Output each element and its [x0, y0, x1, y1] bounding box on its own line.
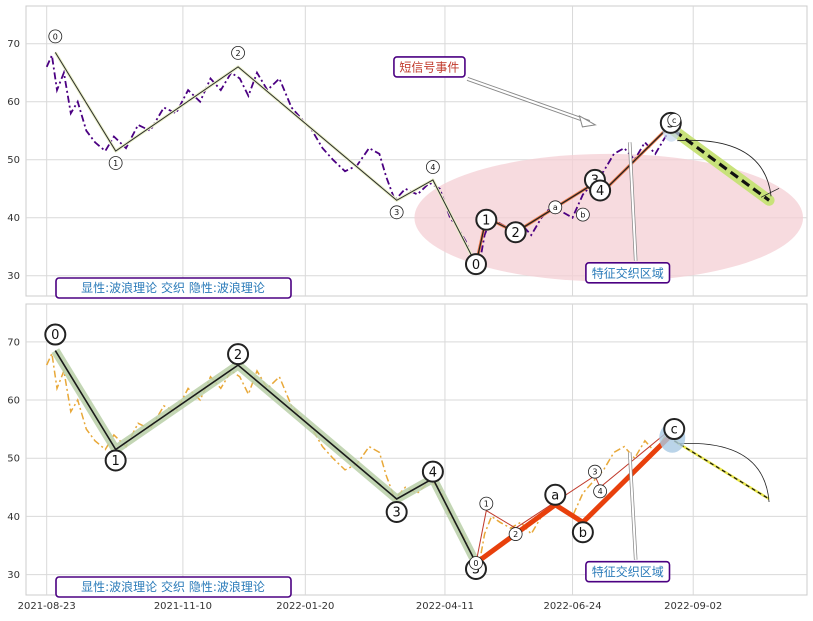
forecast-arc-arrow [677, 443, 770, 503]
sub-wave-point-label: 3 [592, 468, 597, 477]
wave-point-marker [231, 46, 245, 60]
sub-wave-point-label: 2 [513, 530, 518, 539]
wave-point-marker [421, 460, 444, 483]
abc-point-label: b [580, 210, 585, 219]
abc-point-marker [575, 207, 590, 222]
legend-text: 显性:波浪理论 交织 隐性:波浪理论 [81, 280, 265, 295]
chart-panel-1: 3040506070012345012345abc短信号事件特征交织区域显性:波… [7, 5, 808, 299]
forecast-arc-arrow [677, 139, 772, 197]
forecast-line [673, 129, 771, 202]
wave-point-marker [389, 205, 404, 220]
wave-point-label: 2 [236, 49, 241, 58]
legend-box [55, 576, 292, 598]
y-tick-label: 50 [7, 155, 20, 166]
wave-point-marker [108, 156, 123, 170]
sub-wave-point-marker [593, 484, 608, 499]
wave-point-marker [227, 343, 250, 366]
zone-annotation-text: 特征交织区域 [592, 265, 664, 280]
y-tick-label: 60 [7, 396, 20, 407]
abc-point-marker [544, 483, 567, 506]
abc-point-label: c [671, 423, 678, 438]
sub-wave-point-marker [475, 208, 498, 231]
legend-box [55, 277, 292, 299]
sub-wave-point-label: 4 [598, 487, 603, 496]
event-annotation-box [393, 56, 466, 78]
zone-arrow [628, 142, 637, 261]
sub-wave-point-marker [479, 496, 494, 511]
y-tick-label: 70 [7, 39, 20, 50]
sub-wave-point-marker [464, 253, 487, 276]
y-tick-label: 40 [7, 213, 20, 224]
sub-wave-point-label: 0 [473, 559, 478, 568]
wave-point-marker [48, 29, 63, 44]
y-tick-label: 60 [7, 97, 20, 108]
forecast-tick-mark [760, 187, 780, 198]
zone-annotation-box [585, 261, 671, 284]
forecast-line [673, 440, 770, 500]
zone-annotation-text: 特征交织区域 [592, 564, 664, 579]
price-series-line [46, 350, 684, 565]
zone-arrow [628, 452, 637, 560]
wave-point-label: 0 [51, 328, 59, 343]
x-tick-label: 2022-01-20 [276, 601, 334, 612]
x-tick-label: 2022-09-02 [664, 601, 722, 612]
wave-point-label: 0 [53, 32, 58, 41]
sub-wave-point-label: 0 [472, 258, 480, 273]
wave-point-label: 3 [394, 208, 399, 217]
wave-line [54, 350, 477, 564]
abc-point-label: b [579, 526, 587, 541]
wave-point-marker [44, 323, 67, 346]
sub-wave-point-marker [508, 527, 523, 541]
wave-line [54, 52, 477, 265]
x-tick-label: 2022-04-11 [416, 601, 474, 612]
sub-wave-point-marker [588, 464, 602, 479]
wave-point-label: 4 [429, 465, 437, 480]
wave-point-label: 1 [112, 454, 120, 469]
abc-point-marker [667, 113, 682, 127]
abc-point-label: a [553, 203, 558, 212]
y-tick-label: 70 [7, 337, 20, 348]
sub-wave-point-marker [504, 221, 527, 244]
legend-text: 显性:波浪理论 交织 隐性:波浪理论 [81, 579, 265, 594]
wave-point-marker [385, 500, 408, 523]
sub-wave-point-marker [589, 179, 612, 202]
abc-point-label: c [672, 116, 676, 125]
sub-wave-point-label: 4 [596, 184, 604, 199]
y-tick-label: 30 [7, 271, 20, 282]
wave-point-label: 4 [430, 163, 435, 172]
event-annotation-text: 短信号事件 [399, 60, 459, 74]
wave-point-label: 1 [113, 159, 118, 168]
sub-wave-point-label: 1 [482, 213, 490, 228]
wave-point-label: 2 [234, 348, 242, 363]
wave-point-marker [104, 449, 127, 472]
event-arrowhead [578, 114, 597, 128]
y-tick-label: 50 [7, 454, 20, 465]
zone-annotation-box [585, 560, 671, 583]
wave-point-marker [425, 160, 440, 174]
wave-point-label: 5 [472, 563, 480, 578]
y-tick-label: 30 [7, 570, 20, 581]
abc-point-marker [548, 200, 563, 215]
sub-wave-point-label: 1 [484, 499, 489, 508]
wave-point-label: 3 [393, 506, 401, 521]
sub-wave-point-label: 2 [511, 226, 519, 241]
x-tick-label: 2021-11-10 [154, 601, 212, 612]
event-arrow [467, 77, 590, 124]
abc-point-marker [571, 521, 594, 544]
abc-point-label: a [551, 488, 559, 503]
sub-wave-point-marker [469, 556, 483, 570]
y-tick-label: 40 [7, 512, 20, 523]
interweave-zone-ellipse [414, 153, 804, 282]
x-tick-label: 2022-06-24 [543, 601, 601, 612]
x-tick-label: 2021-08-23 [18, 601, 76, 612]
abc-point-marker [663, 418, 686, 441]
